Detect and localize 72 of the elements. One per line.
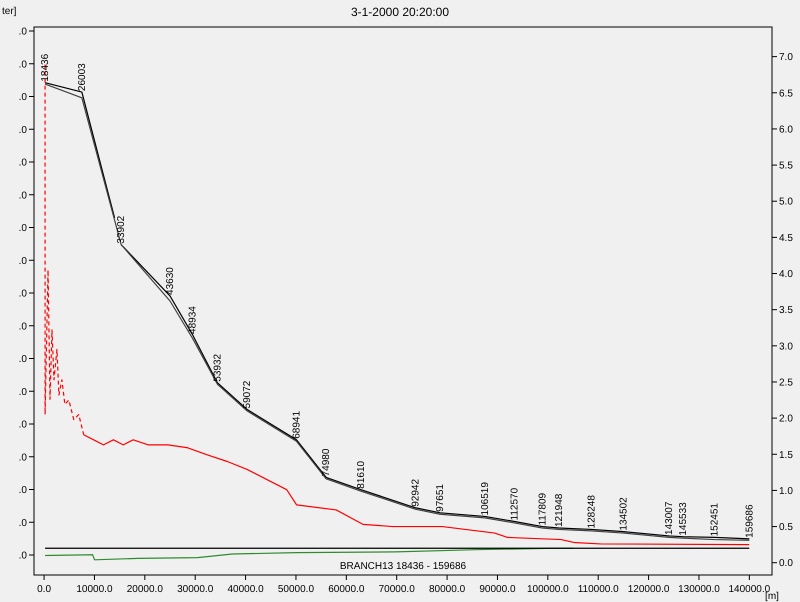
text: .0 — [18, 386, 28, 398]
y-tick-label: 5.5 — [779, 160, 794, 172]
text: .0 — [18, 550, 28, 562]
x-tick-label: 0.0 — [37, 584, 52, 595]
annotation: 68941 — [291, 410, 302, 439]
text: .0 — [18, 26, 28, 38]
annotation: 33902 — [116, 215, 128, 244]
text: .0 — [18, 256, 28, 267]
text: .0 — [18, 190, 28, 202]
x-tick-label: 130000.0 — [678, 584, 720, 595]
x-tick-label: 20000.0 — [126, 584, 164, 595]
y-tick-label: 4.0 — [779, 269, 794, 280]
text: .0 — [18, 92, 28, 103]
annotation: 106519 — [480, 482, 491, 516]
x-tick-label: 110000.0 — [578, 584, 620, 595]
text: .0 — [18, 124, 28, 136]
y-tick-label: 2.0 — [779, 414, 794, 425]
text: .0 — [18, 223, 28, 234]
x-tick-label: 80000.0 — [429, 584, 466, 595]
y-tick-label: 3.0 — [779, 341, 794, 352]
annotation: BRANCH13 18436 - 159686 — [340, 561, 467, 572]
annotation: 112570 — [510, 487, 521, 520]
annotation: 18436 — [40, 53, 52, 82]
annotation: 143007 — [664, 501, 676, 535]
annotation: 152451 — [710, 502, 721, 536]
x-axis-title: [m] — [765, 591, 780, 602]
text: .0 — [18, 420, 28, 430]
annotation: 145533 — [678, 502, 689, 536]
text: .0 — [18, 59, 28, 70]
y-tick-label: 0.0 — [779, 558, 794, 570]
annotation: 97651 — [435, 484, 446, 512]
text: .0 — [18, 158, 28, 168]
annotation: 128248 — [586, 494, 598, 528]
annotation: 121948 — [554, 493, 565, 528]
y-axis-title: ter] — [2, 6, 17, 17]
x-tick-label: 50000.0 — [278, 584, 314, 595]
y-tick-label: 5.0 — [779, 196, 794, 208]
y-tick-label: 1.5 — [779, 450, 794, 461]
y-tick-label: 6.5 — [779, 88, 794, 100]
x-tick-label: 70000.0 — [378, 584, 416, 595]
annotation: 92942 — [410, 478, 422, 507]
text: .0 — [18, 321, 28, 332]
y-tick-label: 4.5 — [779, 232, 794, 244]
annotation: 48934 — [188, 306, 199, 334]
y-tick-label: 7.0 — [779, 52, 794, 64]
x-tick-label: 10000.0 — [76, 584, 113, 595]
y-tick-label: 2.5 — [779, 377, 794, 388]
text: .0 — [18, 452, 28, 464]
y-tick-label: 6.0 — [779, 124, 794, 136]
x-tick-label: 40000.0 — [228, 584, 264, 595]
annotation: 81610 — [356, 460, 367, 489]
x-tick-label: 60000.0 — [328, 584, 365, 595]
annotation: 53932 — [212, 353, 224, 382]
x-tick-label: 120000.0 — [628, 584, 670, 595]
annotation: 134502 — [618, 496, 630, 531]
annotation: 59072 — [242, 380, 254, 408]
text: .0 — [18, 288, 28, 300]
annotation: 43630 — [165, 266, 176, 295]
annotation: 117809 — [537, 492, 548, 526]
chart-title: 3-1-2000 20:20:00 — [350, 5, 450, 19]
x-tick-label: 90000.0 — [479, 584, 516, 595]
y-tick-label: 1.0 — [779, 486, 794, 497]
text: .0 — [18, 518, 28, 529]
x-tick-label: 30000.0 — [177, 584, 214, 595]
x-tick-label: 100000.0 — [526, 584, 570, 595]
y-tick-label: 0.5 — [779, 522, 794, 534]
annotation: 74980 — [321, 448, 332, 476]
text: .0 — [18, 354, 28, 365]
annotation: 159686 — [744, 504, 756, 538]
y-tick-label: 3.5 — [779, 305, 794, 316]
text: .0 — [18, 485, 28, 496]
annotation: 26003 — [76, 62, 88, 92]
